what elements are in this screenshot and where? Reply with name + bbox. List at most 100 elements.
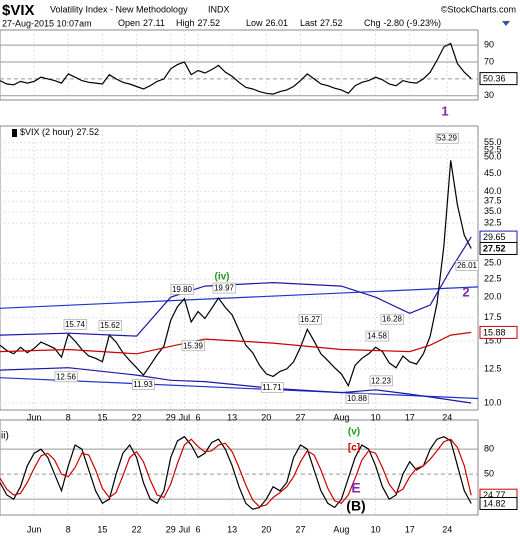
x-tick-label: Jun	[27, 524, 42, 534]
quote-item: High 27.52	[176, 18, 220, 28]
value-box-label: 14.82	[483, 498, 506, 508]
price-label: 15.39	[183, 341, 204, 350]
value-box-label: 50.36	[483, 73, 506, 83]
y-tick-label: 90	[484, 40, 494, 50]
value-box-label: 27.52	[483, 243, 506, 253]
series-line	[0, 367, 472, 404]
y-tick-label: 20.0	[484, 292, 502, 302]
x-tick-label: 13	[227, 412, 237, 422]
price-label: 12.56	[56, 372, 77, 381]
y-tick-label: 25.0	[484, 258, 502, 268]
price-label-box	[298, 313, 322, 325]
price-label: 16.27	[300, 315, 321, 324]
y-tick-label: 32.5	[484, 217, 502, 227]
quote-label: Last	[300, 18, 318, 28]
price-label-box	[98, 320, 122, 331]
price-label-box	[54, 371, 78, 383]
panel-frame	[0, 29, 479, 101]
index-name: Volatility Index - New Methodology	[50, 4, 188, 14]
price-label-box	[63, 319, 87, 330]
y-tick-label: 17.5	[484, 312, 502, 322]
price-label-box	[455, 260, 479, 271]
price-label-box	[365, 330, 389, 342]
price-label: 26.01	[457, 261, 478, 270]
copyright: ©StockCharts.com	[441, 4, 516, 14]
quote-item: Low 26.01	[246, 18, 288, 28]
x-tick-label: 24	[442, 412, 452, 422]
y-tick-label: 15.0	[484, 335, 502, 345]
value-box-label: 15.88	[483, 327, 506, 337]
series-line	[0, 236, 472, 337]
quote-label: Low	[246, 18, 263, 28]
series-line	[0, 435, 472, 510]
wave-label: (B)	[346, 498, 365, 514]
y-tick-label: 70	[484, 56, 494, 66]
quote-label: High	[176, 18, 195, 28]
x-tick-label: Jun	[27, 412, 42, 422]
value-box	[479, 72, 518, 86]
x-tick-label: 27	[295, 412, 305, 422]
x-tick-label: Jul	[179, 524, 191, 534]
quote-date: 27-Aug-2015 10:07am	[2, 18, 92, 28]
x-tick-label: 17	[405, 412, 415, 422]
y-tick-label: 45.0	[484, 168, 502, 178]
legend: $VIX (2 hour) 27.52	[20, 127, 99, 137]
wave-label: (v)	[348, 427, 360, 438]
price-label: 10.88	[347, 394, 368, 403]
x-tick-label: 15	[97, 524, 107, 534]
series-line	[0, 42, 472, 95]
x-tick-label: 15	[97, 412, 107, 422]
x-tick-label: 27	[295, 524, 305, 534]
wave-label: E	[351, 480, 360, 496]
series-line	[0, 438, 472, 508]
y-tick-label: 52.5	[484, 144, 502, 154]
quote-label: Open	[118, 18, 140, 28]
wave-label: 1	[441, 103, 448, 118]
x-tick-label: 29	[166, 412, 176, 422]
y-tick-label: 30	[484, 90, 494, 100]
menu-arrow[interactable]	[502, 21, 510, 26]
price-label-box	[260, 382, 284, 393]
panel-frame	[0, 125, 479, 411]
x-tick-label: 6	[196, 412, 201, 422]
quote-item: Open 27.11	[118, 18, 165, 28]
price-label-box	[435, 132, 459, 144]
x-tick-label: 29	[166, 524, 176, 534]
price-label: 19.80	[172, 285, 193, 294]
y-tick-label: 40.0	[484, 186, 502, 196]
quote-label: Chg	[364, 18, 381, 28]
quote-item: Last 27.52	[300, 18, 343, 28]
x-tick-label: 8	[66, 412, 71, 422]
x-tick-label: 13	[227, 524, 237, 534]
price-label-box	[170, 284, 194, 295]
y-tick-label: 37.5	[484, 196, 502, 206]
price-label: 16.28	[382, 315, 403, 324]
y-tick-label: 10.0	[484, 397, 502, 407]
wave-label: (iv)	[215, 272, 230, 283]
price-label: 15.74	[65, 320, 86, 329]
quote-value: 27.52	[320, 18, 343, 28]
exchange: INDX	[208, 4, 230, 14]
price-label-box	[181, 340, 205, 352]
legend-value: 27.52	[77, 127, 100, 137]
y-tick-label: 55.0	[484, 137, 502, 147]
x-tick-label: 20	[261, 524, 271, 534]
wave-label: [c]	[348, 443, 360, 454]
quote-value: 26.01	[266, 18, 289, 28]
x-tick-label: 8	[66, 524, 71, 534]
x-tick-label: Aug	[333, 412, 349, 422]
price-label-box	[131, 379, 155, 390]
price-label: 11.71	[262, 383, 282, 392]
y-tick-label: 35.0	[484, 206, 502, 216]
x-tick-label: 17	[405, 524, 415, 534]
trendline	[0, 377, 479, 400]
trendline	[0, 286, 479, 309]
symbol: $VIX	[2, 2, 35, 19]
x-tick-label: 22	[132, 524, 142, 534]
price-label: 14.58	[367, 332, 388, 341]
quote-value: 27.11	[143, 18, 165, 28]
y-tick-label: 50.0	[484, 152, 502, 162]
quote-value: 27.52	[198, 18, 221, 28]
quote-value: -2.80 (-9.23%)	[384, 18, 442, 28]
